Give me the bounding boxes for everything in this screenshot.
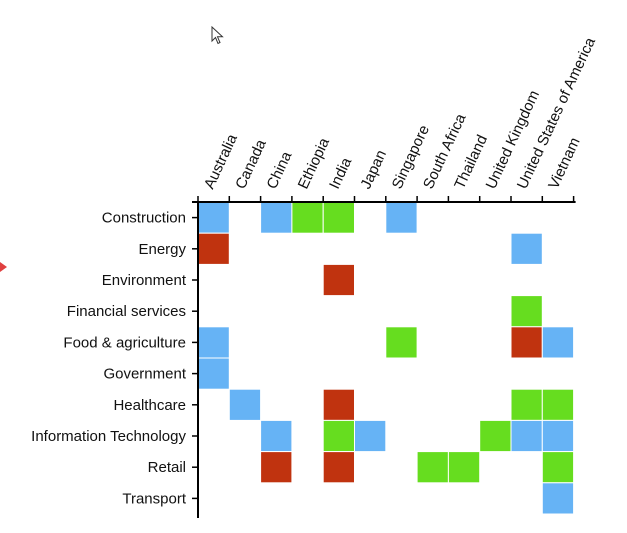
y-tick-label-energy: Energy xyxy=(138,241,186,258)
x-tick-label-india: India xyxy=(326,154,355,191)
y-tick-label-construction: Construction xyxy=(102,210,186,227)
cell-environment-india xyxy=(322,263,356,297)
cell-construction-singapore xyxy=(385,201,418,234)
axes-layer xyxy=(192,196,576,518)
cell-information-technology-china xyxy=(260,419,293,453)
cell-healthcare-united-states-of-america xyxy=(510,388,543,421)
cell-transport-vietnam xyxy=(541,482,575,515)
cell-energy-australia xyxy=(197,232,230,265)
x-tick-label-china: China xyxy=(263,148,295,191)
y-tick-label-retail: Retail xyxy=(148,459,186,476)
y-tick-label-healthcare: Healthcare xyxy=(113,397,186,414)
cell-food-and-agriculture-united-states-of-america xyxy=(510,326,543,359)
cell-retail-vietnam xyxy=(541,451,575,484)
y-tick-label-food-and-agriculture: Food & agriculture xyxy=(63,334,186,351)
cells-layer xyxy=(197,201,575,515)
cell-information-technology-vietnam xyxy=(541,419,575,453)
cell-retail-india xyxy=(322,451,356,484)
y-tick-label-information-technology: Information Technology xyxy=(31,428,186,445)
cell-information-technology-united-states-of-america xyxy=(510,419,543,453)
cell-information-technology-japan xyxy=(354,419,387,453)
cell-retail-south-africa xyxy=(416,451,449,484)
x-tick-label-japan: Japan xyxy=(357,147,390,191)
red-arrow-icon xyxy=(0,262,7,272)
cell-energy-united-states-of-america xyxy=(510,232,543,265)
y-tick-label-transport: Transport xyxy=(122,490,186,507)
cell-retail-china xyxy=(260,451,293,484)
y-tick-label-financial-services: Financial services xyxy=(67,303,186,320)
cell-information-technology-united-kingdom xyxy=(479,419,512,453)
mouse-cursor-icon xyxy=(211,25,225,51)
cell-construction-china xyxy=(260,201,293,234)
cell-financial-services-united-states-of-america xyxy=(510,295,543,328)
y-tick-label-government: Government xyxy=(103,366,186,383)
cell-healthcare-vietnam xyxy=(541,388,575,421)
y-tick-label-environment: Environment xyxy=(102,272,187,289)
cell-food-and-agriculture-vietnam xyxy=(541,326,575,359)
cell-information-technology-india xyxy=(322,419,356,453)
cell-government-australia xyxy=(197,357,230,390)
cell-retail-thailand xyxy=(447,451,481,484)
cell-food-and-agriculture-australia xyxy=(197,326,230,359)
cell-construction-australia xyxy=(197,201,230,234)
cell-healthcare-india xyxy=(322,388,356,421)
cell-construction-ethiopia xyxy=(291,201,324,234)
cell-food-and-agriculture-singapore xyxy=(385,326,418,359)
cell-construction-india xyxy=(322,201,356,234)
cell-healthcare-canada xyxy=(228,388,262,421)
